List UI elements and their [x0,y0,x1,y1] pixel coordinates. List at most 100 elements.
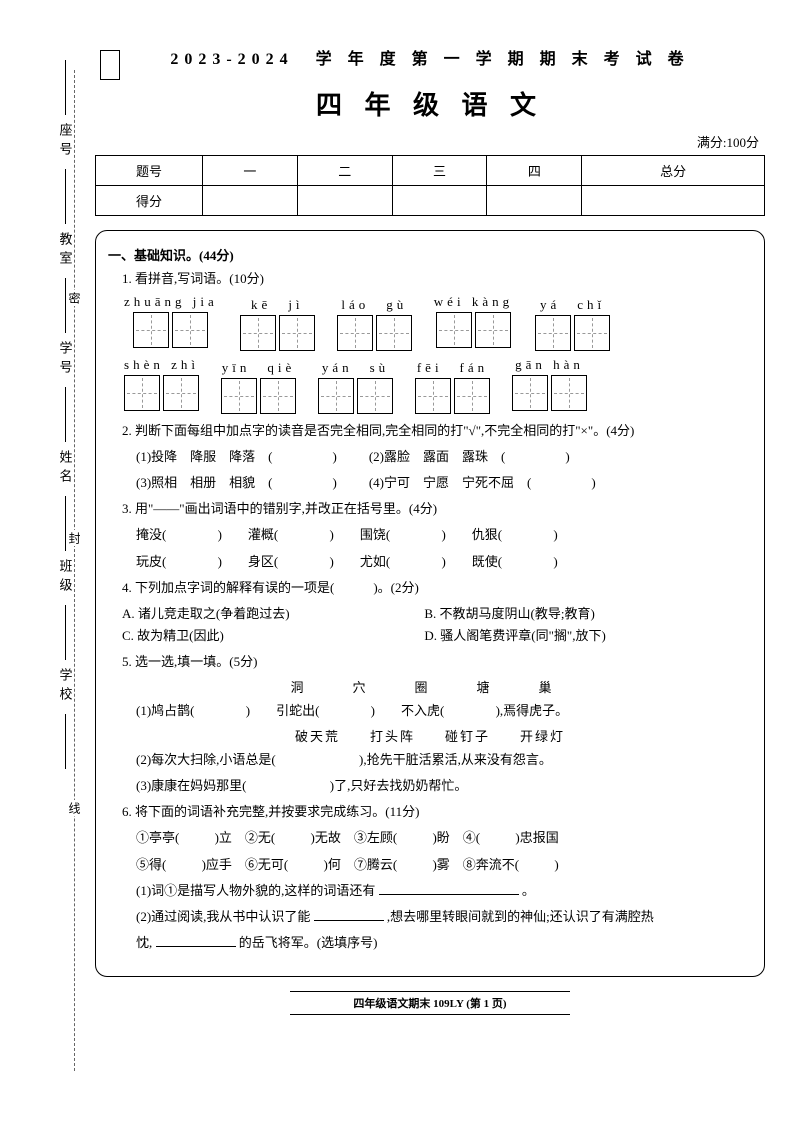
char-box[interactable] [240,315,276,351]
blank-line[interactable] [314,920,384,921]
q3r2-4: ) [553,554,557,569]
td-score-3[interactable] [392,186,487,216]
q5-2b: ),抢先干脏活累活,从来没有怨言。 [359,752,552,767]
td-score-label: 得分 [96,186,203,216]
q6s1b: 。 [522,883,535,898]
q5-chars2: 破天荒 打头阵 碰钉子 开绿灯 [108,726,752,745]
section-1-title: 一、基础知识。(44分) [108,245,752,264]
q3r2-3: ) 既使( [441,554,502,569]
py: kē jì [240,294,315,313]
q4-opt-b[interactable]: B. 不教胡马度阴山(教导;教育) [424,603,726,625]
q1-label: 1. 看拼音,写词语。(10分) [122,268,752,290]
char-box[interactable] [415,378,451,414]
q5-3b: )了,只好去找奶奶帮忙。 [330,778,468,793]
q5-label: 5. 选一选,填一填。(5分) [122,651,752,673]
q3r2-0: 玩皮( [136,554,166,569]
th-4: 四 [487,156,582,186]
pinyin-row-1: zhuāng jia kē jì láo gù wéi kàng yá chǐ [124,294,752,351]
q3r1-1: ) 灌概( [218,527,279,542]
q3r1-3: ) 仇狠( [441,527,502,542]
q6s2d: 的岳飞将军。(选填序号) [239,935,378,950]
py: yán sù [318,357,393,376]
q5-3a: (3)康康在妈妈那里( [136,778,247,793]
q5-chars1: 洞 穴 圈 塘 巢 [108,677,752,696]
char-box[interactable] [512,375,548,411]
char-box[interactable] [475,312,511,348]
q6r1e: )忠报国 [515,830,558,845]
th-2: 二 [297,156,392,186]
th-label: 题号 [96,156,203,186]
char-box[interactable] [436,312,472,348]
py: fēi fán [415,357,490,376]
content-box: 一、基础知识。(44分) 1. 看拼音,写词语。(10分) zhuāng jia… [95,230,765,977]
th-3: 三 [392,156,487,186]
th-total: 总分 [582,156,765,186]
subject-title: 四 年 级 语 文 [95,85,765,122]
py: wéi kàng [434,294,513,310]
q3r1-2: ) 围饶( [330,527,391,542]
q4-opt-c[interactable]: C. 故为精卫(因此) [122,625,424,647]
q6r1b: )立 ②无( [215,830,276,845]
q4-opt-d[interactable]: D. 骚人阁笔费评章(同"搁",放下) [424,625,726,647]
char-box[interactable] [163,375,199,411]
th-1: 一 [203,156,298,186]
q2-4a: (4)宁可 宁愿 宁死不屈 ( [369,472,532,494]
q6r1d: )盼 ④( [432,830,480,845]
py: zhuāng jia [124,294,218,310]
q6s2c: 忱, [136,935,152,950]
q5-1c: ) 不入虎( [371,703,445,718]
q2-1a: (1)投降 降服 降落 ( [136,446,273,468]
char-box[interactable] [172,312,208,348]
q2-1b: ) [333,446,337,468]
char-box[interactable] [279,315,315,351]
py: yīn qiè [221,357,296,376]
char-box[interactable] [124,375,160,411]
q3r2-2: ) 尤如( [330,554,391,569]
score-table: 题号 一 二 三 四 总分 得分 [95,155,765,216]
q6r2b: )应手 ⑥无可( [202,857,289,872]
q3r1-0: 掩没( [136,527,166,542]
q6s1a: (1)词①是描写人物外貌的,这样的词语还有 [136,883,375,898]
char-box[interactable] [574,315,610,351]
py: gān hàn [512,357,587,373]
char-box[interactable] [454,378,490,414]
q6r2d: )雾 ⑧奔流不( [432,857,519,872]
char-box[interactable] [535,315,571,351]
q4-opt-a[interactable]: A. 诸儿竞走取之(争着跑过去) [122,603,424,625]
blank-line[interactable] [156,946,236,947]
q3-label: 3. 用"——"画出词语中的错别字,并改正在括号里。(4分) [122,498,752,520]
td-score-4[interactable] [487,186,582,216]
td-score-1[interactable] [203,186,298,216]
q2-4b: ) [591,472,595,494]
q6-label: 6. 将下面的词语补充完整,并按要求完成练习。(11分) [122,801,752,823]
char-box[interactable] [357,378,393,414]
q3r2-1: ) 身区( [218,554,279,569]
blank-line[interactable] [379,894,519,895]
page-content: 2023-2024 学 年 度 第 一 学 期 期 末 考 试 卷 四 年 级 … [0,0,800,1035]
py: láo gù [337,294,412,313]
q5-1d: ),焉得虎子。 [496,703,569,718]
q6r2e: ) [554,857,558,872]
td-score-total[interactable] [582,186,765,216]
q2-label: 2. 判断下面每组中加点字的读音是否完全相同,完全相同的打"√",不完全相同的打… [122,420,752,442]
td-score-2[interactable] [297,186,392,216]
exam-period-title: 2023-2024 学 年 度 第 一 学 期 期 末 考 试 卷 [95,45,765,69]
char-box[interactable] [376,315,412,351]
q2-2b: ) [565,446,569,468]
q5-2a: (2)每次大扫除,小语总是( [136,752,276,767]
q3r1-4: ) [553,527,557,542]
q6s2a: (2)通过阅读,我从书中认识了能 [136,909,310,924]
char-box[interactable] [318,378,354,414]
pinyin-row-2: shèn zhì yīn qiè yán sù fēi fán gān hàn [124,357,752,414]
char-box[interactable] [221,378,257,414]
q6s2b: ,想去哪里转眼间就到的神仙;还认识了有满腔热 [387,909,654,924]
page-footer: 四年级语文期末 109LY (第 1 页) [290,991,570,1015]
char-box[interactable] [337,315,373,351]
char-box[interactable] [133,312,169,348]
q6r1a: ①亭亭( [136,830,179,845]
full-score-label: 满分:100分 [95,132,765,151]
q2-3a: (3)照相 相册 相貌 ( [136,472,273,494]
q4-label: 4. 下列加点字词的解释有误的一项是( )。(2分) [122,577,752,599]
char-box[interactable] [551,375,587,411]
char-box[interactable] [260,378,296,414]
